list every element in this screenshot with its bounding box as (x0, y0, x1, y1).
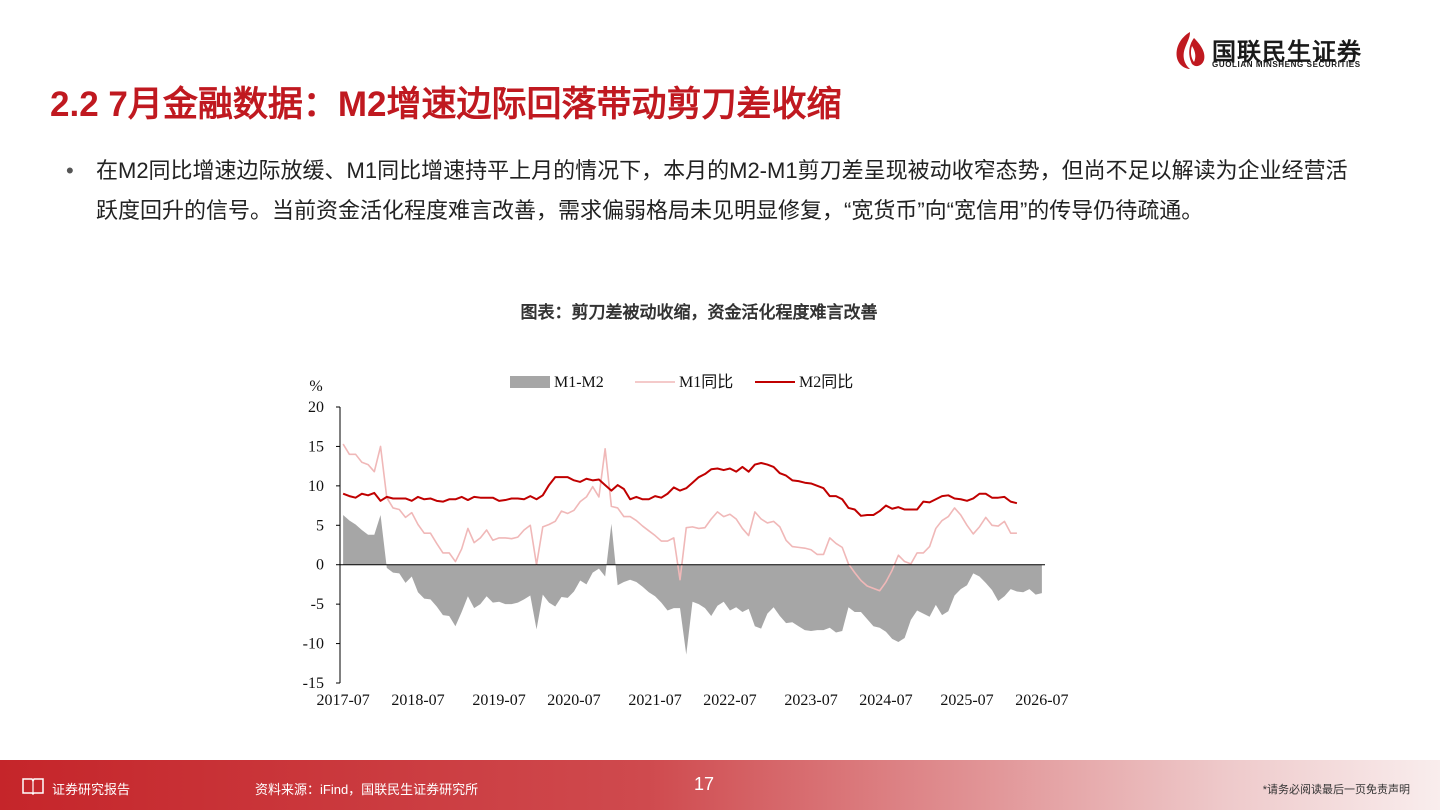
y-tick-label: -10 (303, 636, 324, 653)
line-series-group (342, 443, 1018, 592)
x-tick-label: 2025-07 (940, 692, 993, 709)
logo-english-name: GUOLIAN MINSHENG SECURITIES (1212, 60, 1361, 69)
disclaimer-note: *请务必阅读最后一页免责声明 (1262, 784, 1410, 796)
area-series-group (343, 515, 1042, 655)
legend-label: M2同比 (799, 373, 853, 391)
x-tick-label: 2020-07 (547, 692, 600, 709)
x-tick-label: 2019-07 (472, 692, 525, 709)
legend-label: M1同比 (679, 373, 733, 391)
line-series-m2 (342, 461, 1018, 517)
y-tick-label: 20 (308, 399, 324, 416)
chart-title: 图表：剪刀差被动收缩，资金活化程度难言改善 (520, 303, 878, 322)
legend-swatch-m1-m2 (510, 376, 550, 388)
x-tick-label: 2024-07 (859, 692, 912, 709)
book-icon (22, 778, 44, 795)
bullet-text: 在M2同比增速边际放缓、M1同比增速持平上月的情况下，本月的M2-M1剪刀差呈现… (96, 158, 1348, 223)
bullet-dot-icon: • (66, 158, 74, 183)
y-tick-label: 10 (308, 478, 324, 495)
company-logo: 国联民生证券 GUOLIAN MINSHENG SECURITIES (1172, 30, 1392, 74)
report-type-label: 证券研究报告 (52, 782, 131, 797)
y-tick-label: 5 (316, 517, 324, 534)
chart-legend: M1-M2 M1同比 M2同比 (510, 373, 853, 391)
footer-bar: 证券研究报告 资料来源：iFind，国联民生证券研究所 17 *请务必阅读最后一… (0, 760, 1440, 810)
y-tick-label: -15 (303, 675, 324, 692)
x-tick-label: 2018-07 (391, 692, 444, 709)
page-title: 2.2 7月金融数据：M2增速边际回落带动剪刀差收缩 (50, 85, 842, 124)
y-tick-label: 0 (316, 557, 324, 574)
y-tick-label: 15 (308, 438, 324, 455)
x-tick-label: 2023-07 (784, 692, 837, 709)
chart-axes: 20 15 10 5 0 -5 -10 -15% 2017-07 2018-07 2019-07 20… (303, 378, 1069, 709)
line-series-m1 (342, 443, 1017, 592)
x-tick-label: 2026-07 (1015, 692, 1068, 709)
x-tick-label: 2021-07 (628, 692, 681, 709)
x-tick-label: 2017-07 (316, 692, 369, 709)
page-number: 17 (694, 774, 715, 794)
source-note: 资料来源：iFind，国联民生证券研究所 (255, 782, 479, 797)
y-unit-label: % (309, 378, 322, 395)
legend-label: M1-M2 (554, 374, 604, 391)
area-series-m1-m2 (343, 515, 1042, 655)
logo-chinese-name: 国联民生证券 (1212, 39, 1362, 66)
x-tick-label: 2022-07 (703, 692, 756, 709)
y-tick-label: -5 (311, 596, 324, 613)
logo-flame-icon (1176, 32, 1205, 69)
